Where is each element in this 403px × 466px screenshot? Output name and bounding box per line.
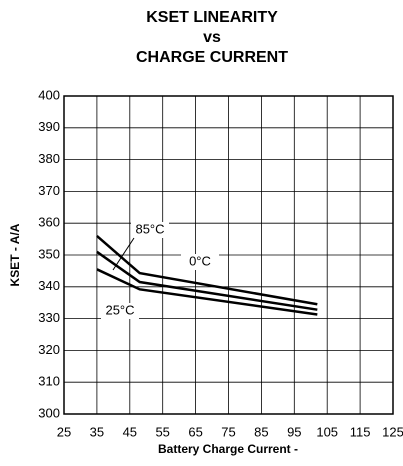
x-tick-label: 85 xyxy=(254,424,268,439)
chart-subtitle: CHARGE CURRENT xyxy=(136,49,288,66)
x-tick-label: 65 xyxy=(188,424,202,439)
x-tick-label: 25 xyxy=(57,424,71,439)
x-tick-label: 45 xyxy=(123,424,137,439)
y-tick-label: 300 xyxy=(38,405,60,420)
series-label: 25°C xyxy=(105,302,134,317)
x-tick-label: 55 xyxy=(155,424,169,439)
label-bg xyxy=(181,254,219,270)
x-tick-label: 125 xyxy=(382,424,403,439)
x-tick-label: 95 xyxy=(287,424,301,439)
label-bg xyxy=(101,303,139,319)
y-tick-label: 390 xyxy=(38,119,60,134)
plot-frame xyxy=(63,95,394,415)
series-line xyxy=(96,250,318,311)
x-tick-label: 115 xyxy=(350,424,371,439)
y-tick-label: 330 xyxy=(38,310,60,325)
y-tick-label: 340 xyxy=(38,278,60,293)
series-label: 0°C xyxy=(189,253,211,268)
series-line xyxy=(96,268,318,316)
chart-subtitle: vs xyxy=(203,29,221,46)
x-axis-label: Battery Charge Current - xyxy=(158,442,298,456)
x-tick-label: 105 xyxy=(316,424,338,439)
series-label: 85°C xyxy=(135,221,164,236)
x-tick-label: 35 xyxy=(90,424,104,439)
leader-line xyxy=(112,237,135,271)
y-tick-label: 370 xyxy=(38,183,60,198)
y-tick-label: 320 xyxy=(38,342,60,357)
x-tick-label: 75 xyxy=(221,424,235,439)
y-tick-label: 360 xyxy=(38,215,60,230)
label-bg xyxy=(131,222,169,238)
y-axis-label: KSET - A/A xyxy=(8,223,22,286)
y-tick-label: 350 xyxy=(38,246,60,261)
series-line xyxy=(96,234,318,306)
y-tick-label: 310 xyxy=(38,374,60,389)
chart-title: KSET LINEARITY xyxy=(146,9,278,26)
y-tick-label: 380 xyxy=(38,151,60,166)
y-tick-label: 400 xyxy=(38,87,60,102)
